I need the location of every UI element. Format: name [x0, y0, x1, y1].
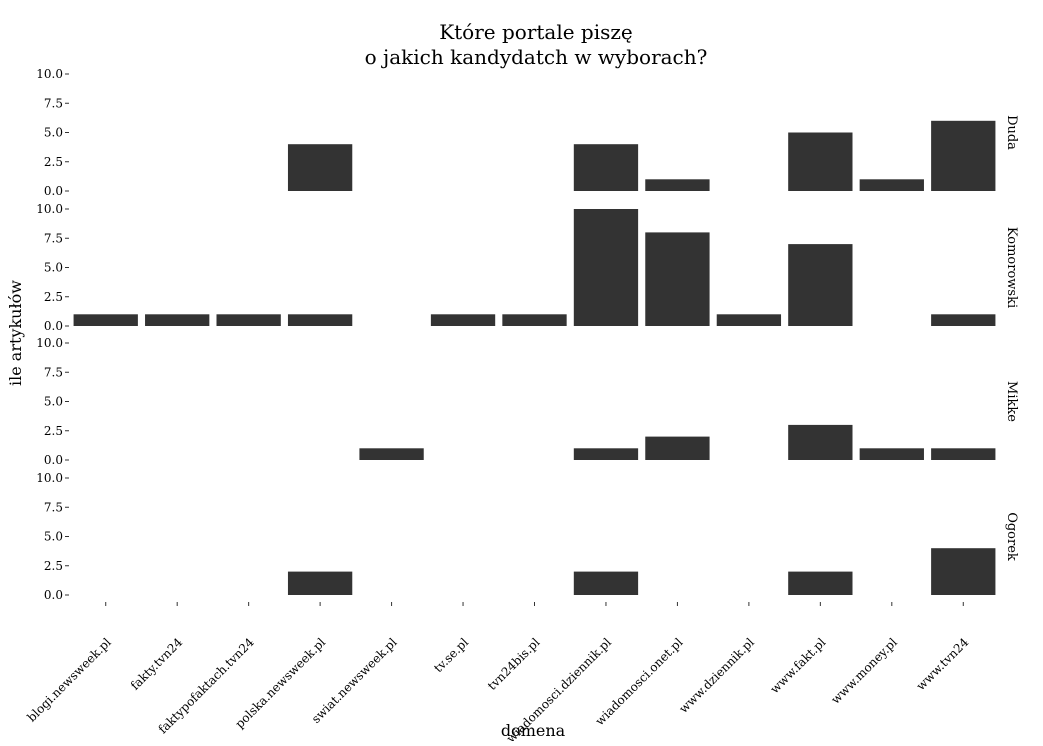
y-tick-label: 2.5 — [44, 155, 63, 169]
bar-komorowski-6 — [502, 314, 567, 326]
bar-mikke-7 — [573, 448, 639, 460]
y-tick-label: 7.5 — [44, 231, 63, 245]
y-tick-label: 5.0 — [44, 261, 63, 275]
bar-komorowski-12 — [931, 314, 996, 326]
strip-label-duda: Duda — [1004, 115, 1019, 150]
y-tick-label: 0.0 — [44, 184, 63, 198]
panel-komorowski: 0.0 2.5 5.0 7.5 10.0 Komorowski — [36, 202, 1019, 333]
y-tick-label: 10.0 — [36, 336, 63, 350]
chart-title-line-1: Które portale piszę — [439, 20, 633, 44]
bar-mikke-8 — [645, 436, 710, 460]
y-tick-label: 0.0 — [44, 319, 63, 333]
y-tick-label: 0.0 — [44, 588, 63, 602]
panels-layer: 0.0 2.5 5.0 7.5 10.0 Duda 0.0 2.5 5.0 7.5 10.0 Komo… — [36, 67, 1019, 602]
bar-komorowski-2 — [216, 314, 281, 326]
y-tick-label: 0.0 — [44, 453, 63, 467]
y-tick-label: 5.0 — [44, 126, 63, 140]
bar-ogorek-12 — [931, 548, 996, 595]
bar-komorowski-1 — [145, 314, 210, 326]
chart-title-line-2: o jakich kandydatch w wyborach? — [365, 45, 708, 69]
y-tick-label: 10.0 — [36, 471, 63, 485]
bar-duda-8 — [645, 179, 710, 191]
bar-duda-10 — [788, 132, 853, 191]
strip-label-ogorek: Ogorek — [1004, 512, 1019, 561]
y-tick-label: 2.5 — [44, 424, 63, 438]
bar-mikke-10 — [788, 424, 853, 460]
y-tick-label: 7.5 — [44, 365, 63, 379]
strip-label-komorowski: Komorowski — [1004, 227, 1019, 308]
panel-ogorek: 0.0 2.5 5.0 7.5 10.0 Ogorek — [36, 471, 1019, 602]
strip-label-mikke: Mikke — [1004, 381, 1019, 422]
bar-duda-3 — [287, 144, 353, 191]
bar-duda-11 — [859, 179, 924, 191]
bar-komorowski-0 — [73, 314, 138, 326]
y-tick-label: 7.5 — [44, 500, 63, 514]
panel-duda: 0.0 2.5 5.0 7.5 10.0 Duda — [36, 67, 1019, 198]
y-tick-label: 2.5 — [44, 559, 63, 573]
bar-ogorek-3 — [287, 571, 353, 595]
panel-mikke: 0.0 2.5 5.0 7.5 10.0 Mikke — [36, 336, 1019, 467]
bar-ogorek-10 — [788, 571, 853, 595]
y-tick-label: 7.5 — [44, 96, 63, 110]
bar-mikke-4 — [359, 448, 424, 460]
bar-ogorek-7 — [573, 571, 639, 595]
bar-duda-7 — [573, 144, 639, 191]
y-tick-label: 5.0 — [44, 530, 63, 544]
bar-komorowski-7 — [573, 209, 639, 326]
bar-duda-12 — [931, 120, 996, 191]
bar-komorowski-5 — [430, 314, 496, 326]
y-tick-label: 5.0 — [44, 395, 63, 409]
y-axis-title: ile artykułów — [6, 280, 25, 386]
bar-komorowski-10 — [788, 244, 853, 326]
bar-mikke-11 — [859, 448, 924, 460]
bar-komorowski-8 — [645, 232, 710, 326]
y-tick-label: 10.0 — [36, 67, 63, 81]
x-axis-title: domena — [501, 721, 566, 740]
bar-komorowski-3 — [287, 314, 353, 326]
y-tick-label: 10.0 — [36, 202, 63, 216]
bar-mikke-12 — [931, 448, 996, 460]
bar-komorowski-9 — [716, 314, 782, 326]
y-tick-label: 2.5 — [44, 290, 63, 304]
